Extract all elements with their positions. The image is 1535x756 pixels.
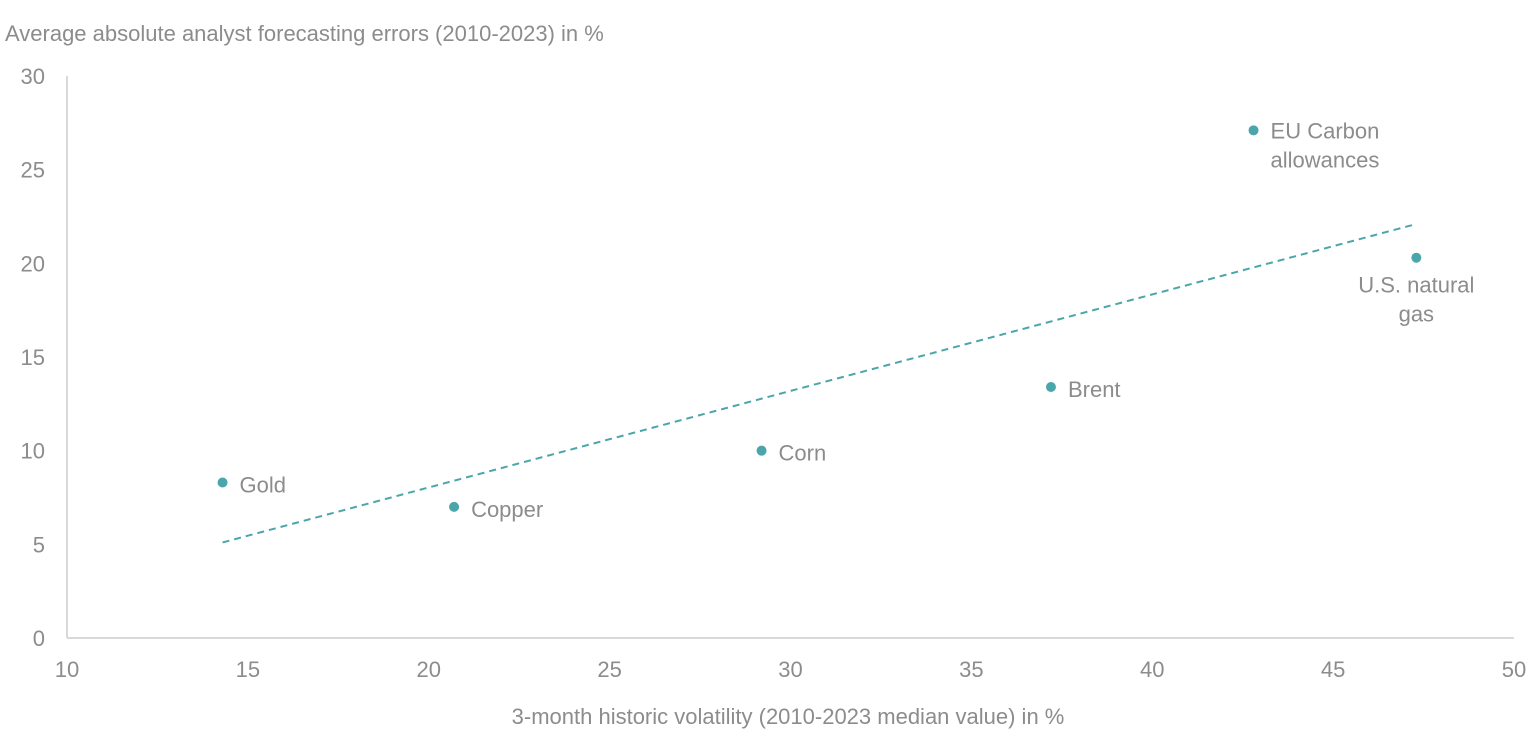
data-point [449,501,460,512]
x-tick-labels: 10 15 20 25 30 35 40 45 50 [55,657,1526,682]
trend-line [222,223,1417,544]
data-point [1411,252,1422,263]
x-tick-label: 50 [1502,657,1526,682]
data-point [756,445,767,456]
x-tick-label: 10 [55,657,79,682]
point-label: Copper [471,497,543,522]
point-label: Brent [1068,377,1121,402]
y-tick-label: 30 [21,64,45,89]
data-point [1248,125,1259,136]
x-tick-label: 45 [1321,657,1345,682]
y-tick-label: 15 [21,345,45,370]
y-tick-label: 5 [33,532,45,557]
x-axis-title: 3-month historic volatility (2010-2023 m… [512,704,1065,729]
data-points [217,125,1422,512]
point-labels: Gold Copper Corn Brent EU Carbon allowances U.… [240,118,1475,522]
x-tick-label: 35 [959,657,983,682]
data-point [1045,381,1056,392]
x-tick-label: 30 [778,657,802,682]
x-tick-label: 15 [236,657,260,682]
x-tick-label: 40 [1140,657,1164,682]
x-tick-label: 25 [597,657,621,682]
point-label: Corn [779,441,827,466]
data-point [217,477,228,488]
point-label: allowances [1271,147,1380,172]
y-tick-label: 0 [33,626,45,651]
point-label: gas [1399,302,1434,327]
point-label: EU Carbon [1271,118,1380,143]
y-tick-label: 25 [21,158,45,183]
y-tick-label: 10 [21,439,45,464]
y-tick-labels: 0 5 10 15 20 25 30 [21,64,45,651]
y-tick-label: 20 [21,251,45,276]
point-label: Gold [240,473,286,498]
y-axis-title: Average absolute analyst forecasting err… [5,21,604,46]
point-label: U.S. natural [1358,273,1474,298]
x-tick-label: 20 [417,657,441,682]
